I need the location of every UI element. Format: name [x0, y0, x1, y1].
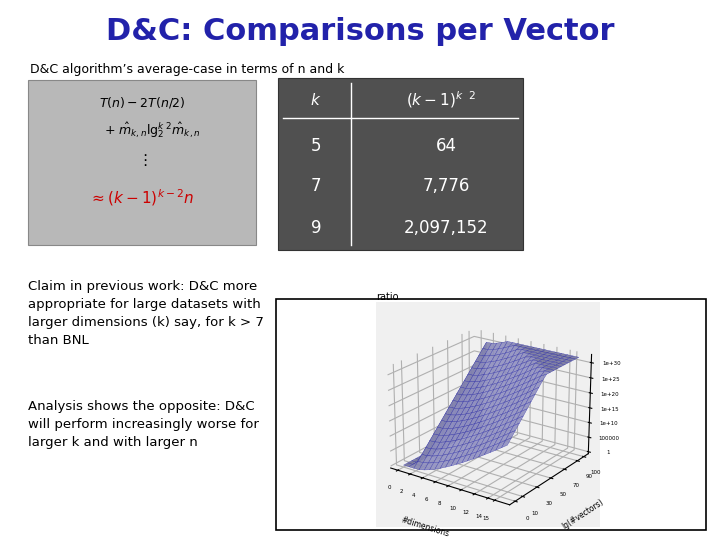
Text: 9: 9 [311, 219, 321, 237]
Text: $\approx (k-1)^{k-2}n$: $\approx (k-1)^{k-2}n$ [89, 187, 194, 208]
X-axis label: #dimensions: #dimensions [400, 515, 450, 538]
Text: $+\ \hat{m}_{k,n}\mathrm{lg}_2^{k\ 2}\hat{m}_{k,n}$: $+\ \hat{m}_{k,n}\mathrm{lg}_2^{k\ 2}\ha… [104, 120, 200, 140]
Text: Claim in previous work: D&C more
appropriate for large datasets with
larger dime: Claim in previous work: D&C more appropr… [28, 280, 264, 347]
Y-axis label: lg(#vectors): lg(#vectors) [560, 497, 606, 530]
Text: $T(n) - 2T(n/2)$: $T(n) - 2T(n/2)$ [99, 94, 185, 110]
Text: Analysis shows the opposite: D&C
will perform increasingly worse for
larger k an: Analysis shows the opposite: D&C will pe… [28, 400, 259, 449]
Text: 7: 7 [311, 177, 321, 195]
Text: D&C algorithm’s average-case in terms of n and k: D&C algorithm’s average-case in terms of… [30, 64, 344, 77]
Text: $(k-1)^{k\ \ 2}$: $(k-1)^{k\ \ 2}$ [406, 90, 476, 110]
Text: ratio: ratio [376, 292, 398, 302]
Text: 2,097,152: 2,097,152 [404, 219, 488, 237]
FancyBboxPatch shape [28, 80, 256, 245]
Text: $\vdots$: $\vdots$ [137, 152, 147, 168]
Text: D&C: Comparisons per Vector: D&C: Comparisons per Vector [106, 17, 614, 46]
Text: 64: 64 [436, 137, 456, 155]
Text: 5: 5 [311, 137, 321, 155]
FancyBboxPatch shape [278, 78, 523, 250]
Text: 7,776: 7,776 [423, 177, 469, 195]
Text: $k$: $k$ [310, 92, 322, 108]
